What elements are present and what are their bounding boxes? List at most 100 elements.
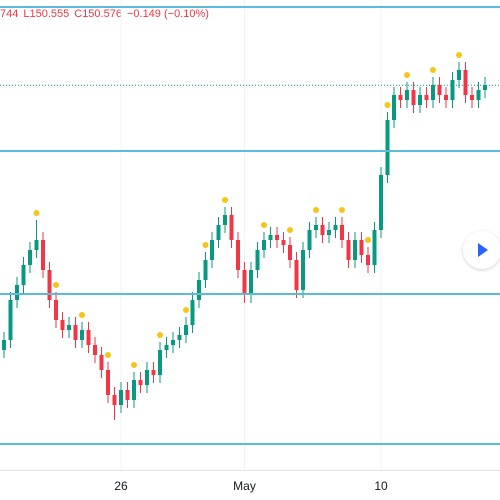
candle-body <box>41 240 45 270</box>
candle-body <box>125 390 130 400</box>
marker <box>105 352 111 358</box>
marker <box>261 222 267 228</box>
candle-body <box>307 230 312 250</box>
candle-body <box>372 230 377 265</box>
candle-body <box>470 95 474 100</box>
candle-body <box>171 340 175 345</box>
marker <box>79 312 85 318</box>
candle-body <box>99 355 104 370</box>
candle-body <box>424 95 429 100</box>
play-button[interactable] <box>460 228 500 272</box>
candle-body <box>333 225 338 230</box>
candle-body <box>275 235 279 240</box>
candle-body <box>8 300 13 340</box>
candle-body <box>15 285 19 300</box>
marker <box>430 67 436 73</box>
marker <box>222 197 228 203</box>
header-value: L150.555 <box>23 8 69 20</box>
candle-body <box>106 370 110 395</box>
candle-body <box>301 250 305 290</box>
marker <box>202 242 209 248</box>
marker <box>404 72 410 78</box>
marker <box>131 362 137 368</box>
candle-body <box>223 215 227 225</box>
candle-body <box>28 250 32 265</box>
candle-body <box>177 335 182 340</box>
candle-body <box>73 325 78 340</box>
candle-body <box>80 330 84 340</box>
header: 744 L150.555 C150.576 −0.149 (−0.10%) <box>0 8 209 20</box>
candle-body <box>450 80 455 100</box>
marker <box>339 207 345 213</box>
marker <box>183 307 189 313</box>
candle-body <box>268 235 273 240</box>
candle-body <box>359 240 364 255</box>
candle-body <box>190 300 195 325</box>
candle-body <box>437 85 442 95</box>
candle-body <box>411 90 416 105</box>
candle-body <box>67 325 71 330</box>
candle-body <box>138 380 143 385</box>
candle-body <box>197 280 201 300</box>
marker <box>53 282 59 288</box>
candle-body <box>340 225 344 240</box>
candle-body <box>119 390 123 405</box>
play-icon <box>478 243 488 257</box>
candle-body <box>444 95 448 100</box>
candle-body <box>483 85 487 90</box>
candle-body <box>346 240 351 260</box>
candle-body <box>294 260 299 290</box>
candle-body <box>392 95 396 120</box>
header-value: −0.149 (−0.10%) <box>127 8 209 20</box>
candle-body <box>229 215 234 240</box>
candle-body <box>405 90 409 100</box>
candle-body <box>385 120 390 175</box>
candle-body <box>366 255 370 265</box>
candle-body <box>327 230 331 235</box>
candle-body <box>398 95 403 100</box>
x-tick-label: May <box>233 479 256 493</box>
candle-body <box>249 270 253 295</box>
candle-body <box>255 250 260 270</box>
candle-body <box>86 330 91 345</box>
candle-body <box>457 70 461 80</box>
candle-body <box>242 270 247 295</box>
candle-body <box>314 225 318 230</box>
candle-body <box>379 175 383 230</box>
marker <box>33 210 40 216</box>
header-value: 744 <box>0 8 18 20</box>
x-tick-label: 26 <box>114 479 128 493</box>
candle-body <box>145 370 149 385</box>
candle-body <box>281 240 286 245</box>
candle-body <box>184 325 188 335</box>
candle-body <box>93 345 97 355</box>
candle-body <box>54 300 58 320</box>
candle-body <box>353 240 357 260</box>
candle-body <box>151 370 156 375</box>
candle-body <box>463 70 468 95</box>
marker <box>313 207 319 213</box>
candle-body <box>210 240 214 260</box>
candle-body <box>164 345 169 350</box>
candle-body <box>132 380 136 400</box>
candle-body <box>320 225 325 235</box>
candle-body <box>431 85 435 100</box>
marker <box>157 332 163 338</box>
header-value: C150.576 <box>74 8 122 20</box>
marker <box>456 52 462 58</box>
candle-body <box>60 320 65 330</box>
candle-body <box>21 265 26 285</box>
candle-body <box>262 240 266 250</box>
candle-body <box>203 260 208 280</box>
candle-body <box>112 395 117 405</box>
candle-body <box>34 240 39 250</box>
candle-body <box>236 240 240 270</box>
candle-body <box>418 95 422 105</box>
candle-body <box>2 340 6 350</box>
candle-body <box>216 225 221 240</box>
x-tick-label: 10 <box>374 479 388 493</box>
marker <box>384 102 391 108</box>
candle-body <box>288 245 292 260</box>
